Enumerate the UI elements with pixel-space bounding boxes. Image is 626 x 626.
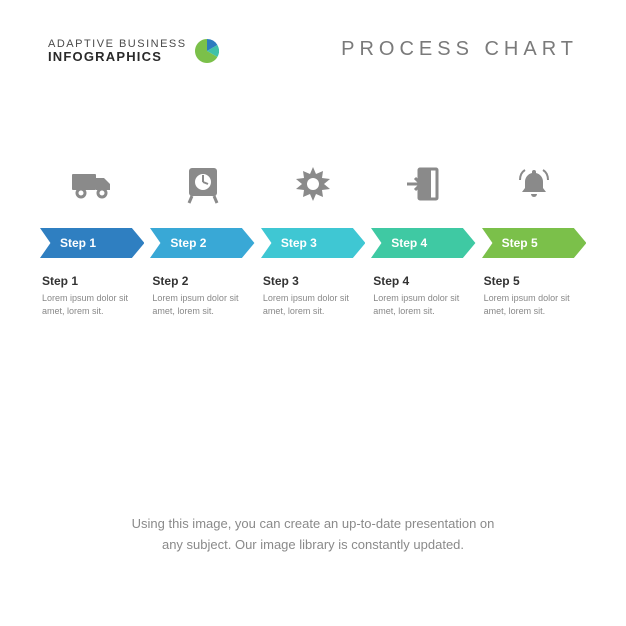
footer-line-2: any subject. Our image library is consta…: [162, 537, 464, 552]
arrow-label: Step 4: [391, 236, 427, 250]
process-step: Step 5 Step 5 Lorem ipsum dolor sit amet…: [482, 154, 586, 317]
step-body: Lorem ipsum dolor sit amet, lorem sit.: [261, 292, 365, 317]
starburst-icon: [261, 154, 365, 214]
step-arrow: Step 5: [482, 228, 586, 258]
footer-line-1: Using this image, you can create an up-t…: [132, 516, 495, 531]
header: ADAPTIVE BUSINESS INFOGRAPHICS PROCESS C…: [0, 0, 626, 74]
process-chart: Step 1 Step 1 Lorem ipsum dolor sit amet…: [0, 74, 626, 347]
step-title: Step 2: [150, 274, 188, 288]
step-body: Lorem ipsum dolor sit amet, lorem sit.: [482, 292, 586, 317]
step-body: Lorem ipsum dolor sit amet, lorem sit.: [40, 292, 144, 317]
exit-door-icon: [371, 154, 475, 214]
step-arrow: Step 1: [40, 228, 144, 258]
brand-text: ADAPTIVE BUSINESS INFOGRAPHICS: [48, 38, 187, 64]
step-title: Step 5: [482, 274, 520, 288]
truck-icon: [40, 154, 144, 214]
step-arrow: Step 3: [261, 228, 365, 258]
step-arrow: Step 2: [150, 228, 254, 258]
brand-line2: INFOGRAPHICS: [48, 50, 187, 64]
step-title: Step 3: [261, 274, 299, 288]
step-body: Lorem ipsum dolor sit amet, lorem sit.: [371, 292, 475, 317]
brand-logo-icon: [195, 39, 219, 63]
process-step: Step 2 Step 2 Lorem ipsum dolor sit amet…: [150, 154, 254, 317]
step-body: Lorem ipsum dolor sit amet, lorem sit.: [150, 292, 254, 317]
arrow-label: Step 2: [170, 236, 206, 250]
clock-board-icon: [150, 154, 254, 214]
process-step: Step 3 Step 3 Lorem ipsum dolor sit amet…: [261, 154, 365, 317]
bell-icon: [482, 154, 586, 214]
page-title: PROCESS CHART: [341, 38, 578, 61]
process-step: Step 4 Step 4 Lorem ipsum dolor sit amet…: [371, 154, 475, 317]
step-arrow: Step 4: [371, 228, 475, 258]
arrow-label: Step 3: [281, 236, 317, 250]
brand: ADAPTIVE BUSINESS INFOGRAPHICS: [48, 38, 219, 64]
arrow-label: Step 5: [502, 236, 538, 250]
step-title: Step 1: [40, 274, 78, 288]
arrow-label: Step 1: [60, 236, 96, 250]
step-title: Step 4: [371, 274, 409, 288]
footer-text: Using this image, you can create an up-t…: [0, 514, 626, 556]
process-step: Step 1 Step 1 Lorem ipsum dolor sit amet…: [40, 154, 144, 317]
